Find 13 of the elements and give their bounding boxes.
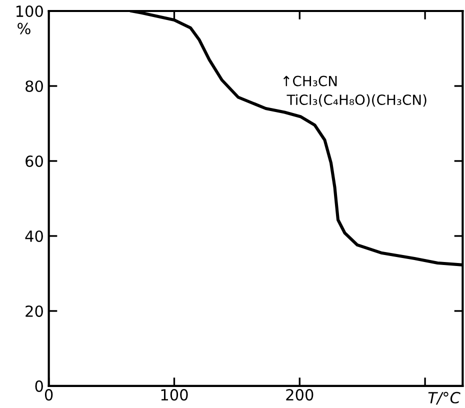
x-tick-label: 0 xyxy=(44,389,53,401)
y-tick-label: 60 xyxy=(26,155,43,168)
y-tick-label: 80 xyxy=(26,80,43,92)
annotation: TiCl₃(C₄H₈O)(CH₃CN) xyxy=(286,94,426,107)
y-tick-label: 100 xyxy=(16,5,43,18)
x-axis-title: T/°C xyxy=(428,392,460,405)
y-axis-title: % xyxy=(18,22,30,34)
y-tick-label: 20 xyxy=(26,305,43,317)
x-tick-label: 200 xyxy=(286,389,314,401)
y-tick-label: 0 xyxy=(35,380,43,392)
annotation: ↑CH₃CN xyxy=(283,76,337,86)
x-tick-label: 100 xyxy=(161,389,188,401)
y-tick-label: 40 xyxy=(25,230,43,242)
